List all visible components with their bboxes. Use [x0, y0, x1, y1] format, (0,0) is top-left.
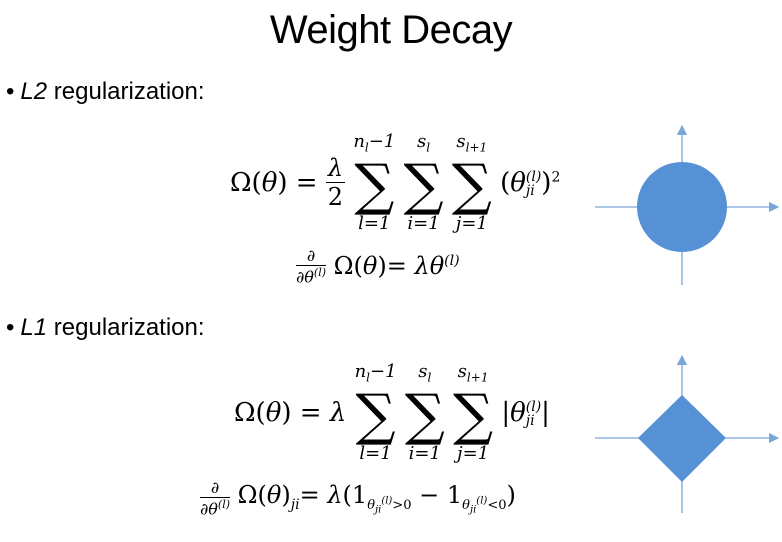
bullet-marker: •	[6, 314, 15, 341]
l1-ball-diamond	[638, 395, 726, 482]
bullet-l1-rest: regularization:	[47, 314, 205, 341]
l1-gradient-formula: ∂ ∂θ(l) Ω(θ)ji= λ(1θji(l)>0 − 1θji(l)<0)	[200, 478, 516, 519]
slide-title: Weight Decay	[269, 8, 513, 52]
l1-penalty-formula: Ω(θ) = λ nl−1 ∑ l=1 sl ∑ i=1 sl+1 ∑ j=1 |θ (l) j…	[234, 361, 550, 464]
bullet-l1-name: L1	[20, 314, 48, 341]
l2-gradient-formula: ∂ ∂θ(l) Ω(θ)= λθ(l)	[296, 246, 460, 287]
l2-ball-circle	[637, 162, 727, 252]
bullet-l2-name: L2	[20, 78, 48, 105]
bullet-l1: • L1 regularization:	[6, 314, 205, 342]
l2-circle-figure	[595, 125, 780, 285]
bullet-l2-rest: regularization:	[47, 78, 205, 105]
bullet-l2: • L2 regularization:	[6, 78, 205, 106]
bullet-marker: •	[6, 78, 15, 105]
l1-diamond-figure	[595, 355, 780, 513]
